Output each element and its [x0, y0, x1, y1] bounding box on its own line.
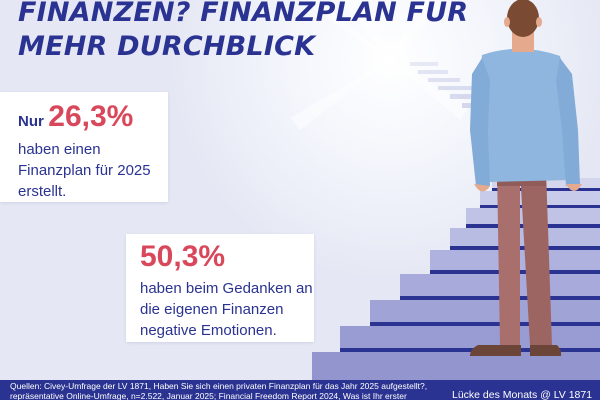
stat-description-line: Finanzplan für 2025 — [18, 162, 151, 179]
source-line: repräsentative Online-Umfrage, n=2.522, … — [10, 390, 407, 400]
stat-description: haben beim Gedanken an die eigenen Finan… — [140, 278, 313, 341]
stat-card-negative-emotions: 50,3% haben beim Gedanken an die eigenen… — [126, 234, 314, 342]
stat-percent: 26,3% — [48, 100, 134, 133]
headline-line-2: MEHR DURCHBLICK — [18, 31, 316, 62]
man-illustration — [470, 0, 582, 356]
stat-prefix: Nur — [18, 113, 44, 130]
source-line: Quellen: Civey-Umfrage der LV 1871, Habe… — [10, 381, 428, 391]
stat-headline: Nur 26,3% — [18, 100, 133, 134]
footer-bar: Quellen: Civey-Umfrage der LV 1871, Habe… — [0, 380, 600, 400]
light-rays — [290, 0, 470, 130]
stat-description-line: haben einen — [18, 141, 101, 158]
stat-percent: 50,3% — [140, 240, 226, 273]
stat-description-line: erstellt. — [18, 183, 67, 200]
stat-description: haben einen Finanzplan für 2025 erstellt… — [18, 139, 151, 202]
source-note: Quellen: Civey-Umfrage der LV 1871, Habe… — [10, 381, 428, 400]
headline-line-1: FINANZEN? FINANZPLAN FÜR — [18, 0, 469, 28]
stat-headline: 50,3% — [140, 240, 225, 274]
headline: FINANZEN? FINANZPLAN FÜR MEHR DURCHBLICK — [18, 0, 468, 64]
brand-label: Lücke des Monats @ LV 1871 — [452, 389, 593, 400]
stat-description-line: negative Emotionen. — [140, 322, 277, 339]
stat-card-financial-plan: Nur 26,3% haben einen Finanzplan für 202… — [0, 92, 168, 202]
stat-description-line: haben beim Gedanken an — [140, 280, 313, 297]
stat-description-line: die eigenen Finanzen — [140, 301, 284, 318]
